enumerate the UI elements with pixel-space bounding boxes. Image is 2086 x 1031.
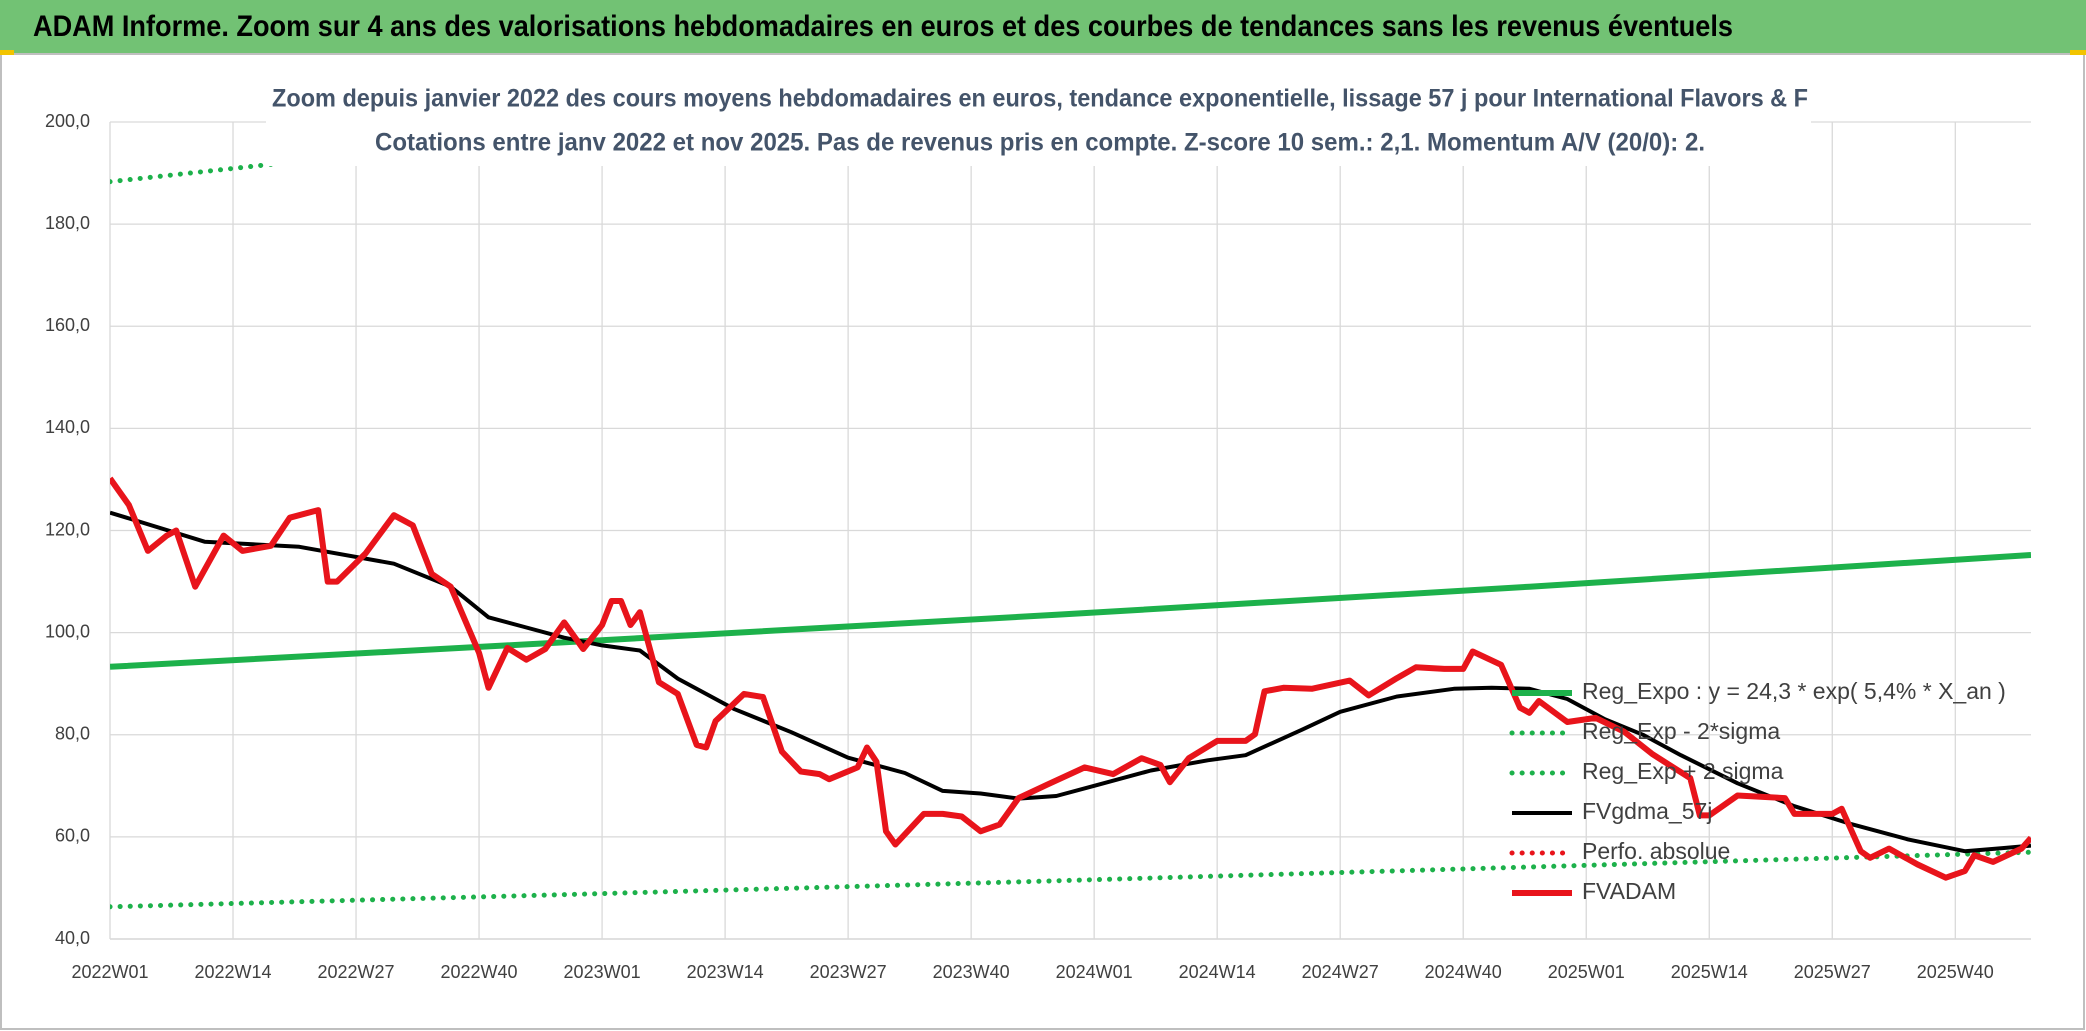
x-tick-label: 2022W14 [194, 962, 271, 982]
x-tick-label: 2022W40 [441, 962, 518, 982]
y-tick-label: 80,0 [55, 724, 90, 744]
series-line [110, 552, 2031, 670]
header-corner [2070, 50, 2086, 55]
header-bar [0, 0, 2086, 53]
legend-label: Reg_Expo : y = 24,3 * exp( 5,4% * X_an ) [1582, 678, 2006, 704]
chart-border [0, 53, 2085, 1030]
legend-label: Reg_Exp - 2*sigma [1582, 718, 1780, 744]
header-title: ADAM Informe. Zoom sur 4 ans des valoris… [33, 10, 1733, 43]
x-tick-label: 2023W40 [933, 962, 1010, 982]
y-tick-label: 200,0 [45, 111, 90, 131]
legend-label: Reg_Exp + 2 sigma [1582, 758, 1784, 784]
x-tick-label: 2024W27 [1302, 962, 1379, 982]
x-tick-label: 2023W01 [564, 962, 641, 982]
x-tick-label: 2023W14 [687, 962, 764, 982]
chart-subtitle: Cotations entre janv 2022 et nov 2025. P… [375, 129, 1705, 157]
x-tick-label: 2025W27 [1794, 962, 1871, 982]
y-tick-label: 60,0 [55, 826, 90, 846]
y-tick-label: 120,0 [45, 519, 90, 539]
legend-label: FVgdma_57j [1582, 798, 1712, 824]
x-tick-label: 2022W01 [71, 962, 148, 982]
y-tick-label: 100,0 [45, 621, 90, 641]
legend-label: Perfo. absolue [1582, 838, 1730, 864]
series-line [110, 849, 2031, 910]
y-tick-label: 140,0 [45, 417, 90, 437]
header-corner [0, 50, 14, 55]
x-tick-label: 2025W14 [1671, 962, 1748, 982]
chart-title: Zoom depuis janvier 2022 des cours moyen… [272, 85, 1808, 113]
y-tick-label: 160,0 [45, 315, 90, 335]
x-tick-label: 2024W01 [1056, 962, 1133, 982]
legend-label: FVADAM [1582, 878, 1676, 904]
x-tick-label: 2024W14 [1179, 962, 1256, 982]
series-line [110, 510, 2031, 854]
x-tick-label: 2025W01 [1548, 962, 1625, 982]
y-tick-label: 180,0 [45, 213, 90, 233]
x-tick-label: 2024W40 [1425, 962, 1502, 982]
x-tick-label: 2025W40 [1917, 962, 1994, 982]
title-box [266, 74, 1811, 166]
series-line [110, 476, 2031, 881]
x-tick-label: 2022W27 [318, 962, 395, 982]
y-tick-label: 40,0 [55, 928, 90, 948]
x-tick-label: 2023W27 [810, 962, 887, 982]
